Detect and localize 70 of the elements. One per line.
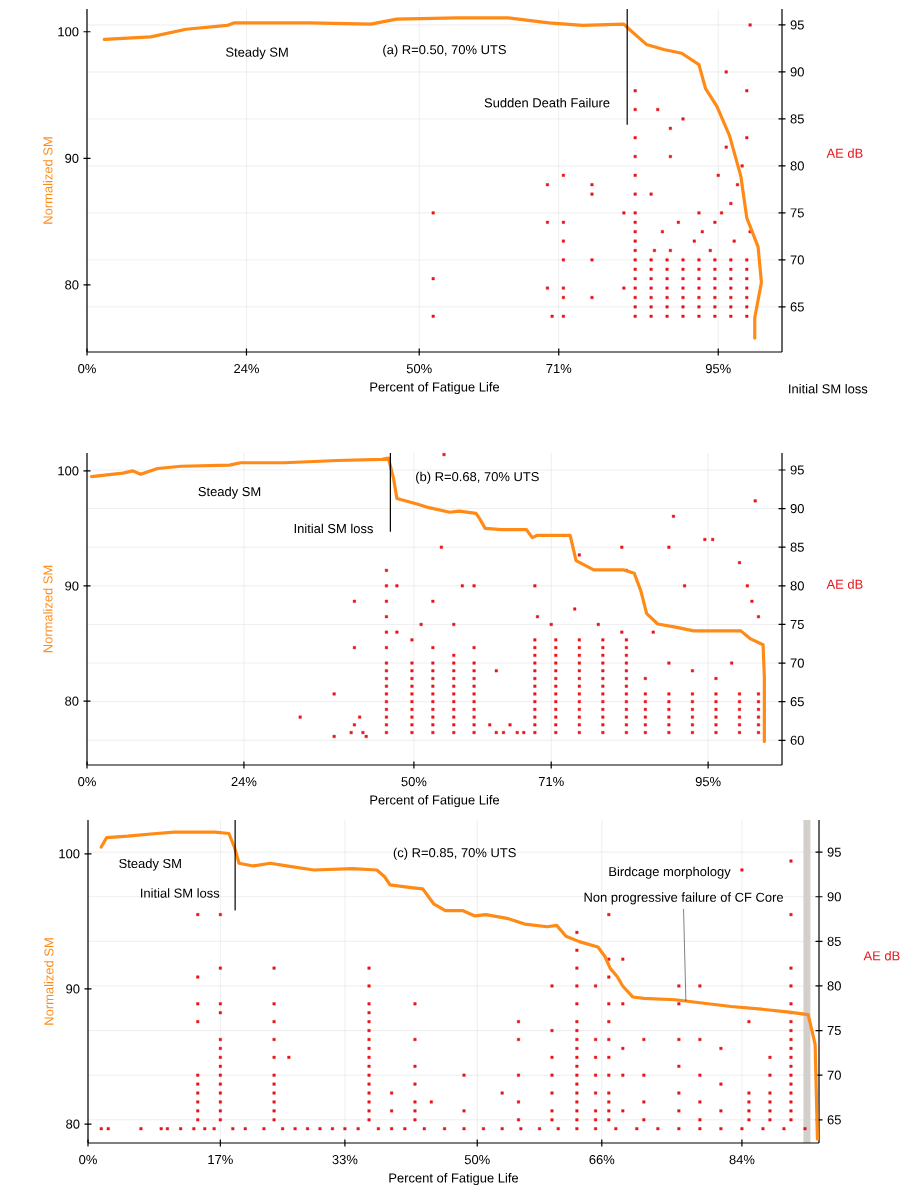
line-series [89,456,766,743]
annotation: Birdcage morphology [609,866,731,879]
ref-line-label: Initial SM loss [294,523,373,534]
annotation: (c) R=0.85, 70% UTS [393,847,516,860]
y2-tick-label: 60 [790,735,804,745]
y-tick-label: 100 [58,466,79,476]
x-tick-label: 24% [234,364,259,374]
y2-tick-label: 75 [827,1026,841,1036]
x-tick-label: 24% [231,777,257,787]
x-tick-label: 0% [78,777,96,787]
x-tick-label: 33% [332,1155,358,1165]
x-tick-label: 84% [729,1155,755,1165]
y2-tick-label: 95 [827,847,841,857]
annotation: Steady SM [119,858,181,871]
y2-tick-label: 80 [790,161,804,171]
ref-line-label: Sudden Death Failure [484,97,610,108]
x-tick-label: 0% [78,364,96,374]
y2-tick-label: 85 [827,936,841,946]
x-tick-label: 95% [695,777,721,787]
y2-tick-label: 70 [790,255,804,265]
y-tick-label: 80 [66,1119,80,1129]
y-tick-label: 90 [66,984,80,994]
annotation: (a) R=0.50, 70% UTS [383,44,506,57]
y-tick-label: 90 [65,153,79,163]
y2-tick-label: 70 [827,1070,841,1080]
y2-tick-label: 90 [827,892,841,902]
x-tick-label: 95% [705,364,731,374]
y-tick-label: 90 [65,581,79,591]
y-axis-title: Normalized SM [43,137,53,224]
y-axis-title: Normalized SM [43,565,53,653]
x-tick-label: 50% [464,1155,490,1165]
y-axis-title: Normalized SM [44,938,54,1025]
annotation: Non progressive failure of CF Core [584,892,783,905]
y2-tick-label: 65 [827,1115,841,1125]
annotation: Steady SM [198,486,261,499]
y-tick-label: 80 [65,280,79,290]
x-tick-label: 0% [79,1155,97,1165]
y2-tick-label: 85 [790,114,804,124]
y2-tick-label: 95 [790,20,804,30]
y2-tick-label: 90 [790,67,804,77]
y2-axis-title: AE dB [826,148,863,158]
x-tick-label: 50% [406,364,432,374]
y-tick-label: 100 [59,849,80,859]
ref-line-label: Initial SM loss [141,888,220,898]
y2-tick-label: 65 [790,697,804,707]
x-axis-title: Percent of Fatigue Life [370,382,500,395]
y2-tick-label: 65 [790,302,804,312]
text: Initial SM loss [789,383,868,394]
y2-axis-title: AE dB [826,579,863,589]
y2-axis-title: AE dB [863,950,900,961]
y2-tick-label: 75 [790,619,804,629]
y-tick-label: 80 [65,696,79,706]
y2-tick-label: 70 [790,658,804,668]
line-series [102,16,764,340]
x-tick-label: 50% [401,777,427,787]
x-tick-label: 71% [546,364,572,374]
annotation: (b) R=0.68, 70% UTS [416,471,539,484]
y2-tick-label: 80 [790,581,804,591]
y2-tick-label: 80 [827,981,841,991]
x-tick-label: 17% [208,1155,233,1165]
y2-tick-label: 75 [790,208,804,218]
annotation: Steady SM [226,47,288,60]
y2-tick-label: 95 [790,465,804,475]
y-tick-label: 100 [58,27,79,37]
x-tick-label: 66% [589,1155,615,1165]
y2-tick-label: 85 [790,542,804,552]
x-tick-label: 71% [538,777,564,787]
x-axis-title: Percent of Fatigue Life [389,1173,519,1186]
x-axis-title: Percent of Fatigue Life [370,795,500,808]
y2-tick-label: 90 [790,504,804,514]
